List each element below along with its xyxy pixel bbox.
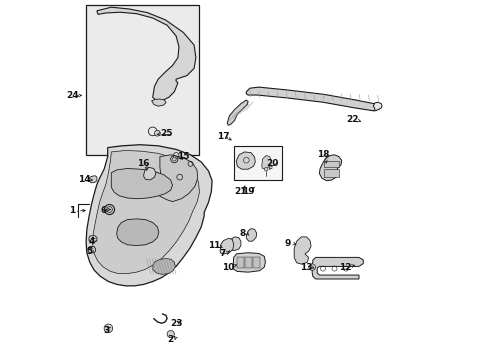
- Polygon shape: [89, 236, 97, 242]
- Polygon shape: [158, 155, 197, 202]
- Polygon shape: [373, 102, 381, 111]
- Text: 1: 1: [69, 206, 75, 215]
- Circle shape: [104, 324, 113, 333]
- Polygon shape: [319, 155, 341, 181]
- Polygon shape: [294, 237, 310, 264]
- Text: 14: 14: [78, 175, 90, 184]
- Text: 16: 16: [137, 159, 149, 168]
- Text: 18: 18: [316, 150, 328, 159]
- Polygon shape: [143, 167, 156, 180]
- Bar: [323, 169, 338, 177]
- Text: 5: 5: [86, 247, 92, 256]
- Text: 17: 17: [216, 132, 229, 141]
- Polygon shape: [220, 238, 233, 254]
- Text: 8: 8: [239, 229, 245, 238]
- Polygon shape: [227, 100, 247, 125]
- Polygon shape: [89, 176, 97, 183]
- Bar: [86, 5, 199, 155]
- Circle shape: [167, 330, 174, 338]
- Circle shape: [106, 207, 112, 212]
- Bar: [244, 257, 251, 268]
- Polygon shape: [152, 258, 175, 274]
- Bar: [237, 257, 244, 268]
- Text: 21: 21: [234, 187, 246, 196]
- Text: 19: 19: [241, 187, 254, 196]
- Polygon shape: [86, 145, 212, 286]
- Text: 20: 20: [266, 158, 278, 167]
- Polygon shape: [246, 87, 379, 111]
- Text: 10: 10: [222, 263, 234, 271]
- Text: 15: 15: [177, 152, 189, 161]
- Text: 3: 3: [103, 326, 110, 335]
- Polygon shape: [111, 168, 172, 199]
- Polygon shape: [92, 150, 199, 274]
- Text: 9: 9: [284, 238, 290, 248]
- Polygon shape: [236, 152, 255, 169]
- Text: 6: 6: [101, 206, 107, 215]
- Text: 11: 11: [207, 241, 220, 250]
- Circle shape: [308, 264, 315, 270]
- Polygon shape: [246, 229, 256, 241]
- Text: 7: 7: [219, 249, 225, 258]
- Circle shape: [154, 130, 160, 136]
- Text: 25: 25: [160, 129, 172, 138]
- Polygon shape: [229, 237, 241, 251]
- Polygon shape: [151, 99, 166, 106]
- Text: 13: 13: [300, 263, 312, 271]
- Text: 23: 23: [169, 320, 182, 328]
- Bar: [233, 146, 282, 180]
- Text: 22: 22: [346, 115, 358, 124]
- Text: 4: 4: [88, 237, 95, 246]
- Polygon shape: [261, 156, 271, 168]
- Text: 24: 24: [66, 91, 79, 100]
- Polygon shape: [117, 219, 159, 246]
- Text: 12: 12: [338, 263, 351, 271]
- Text: 2: 2: [167, 335, 173, 343]
- Circle shape: [264, 167, 267, 171]
- Circle shape: [172, 157, 176, 161]
- Polygon shape: [232, 253, 265, 272]
- Bar: [324, 161, 338, 167]
- Polygon shape: [311, 257, 363, 279]
- Polygon shape: [97, 7, 196, 101]
- Bar: [253, 257, 259, 268]
- Polygon shape: [88, 247, 95, 253]
